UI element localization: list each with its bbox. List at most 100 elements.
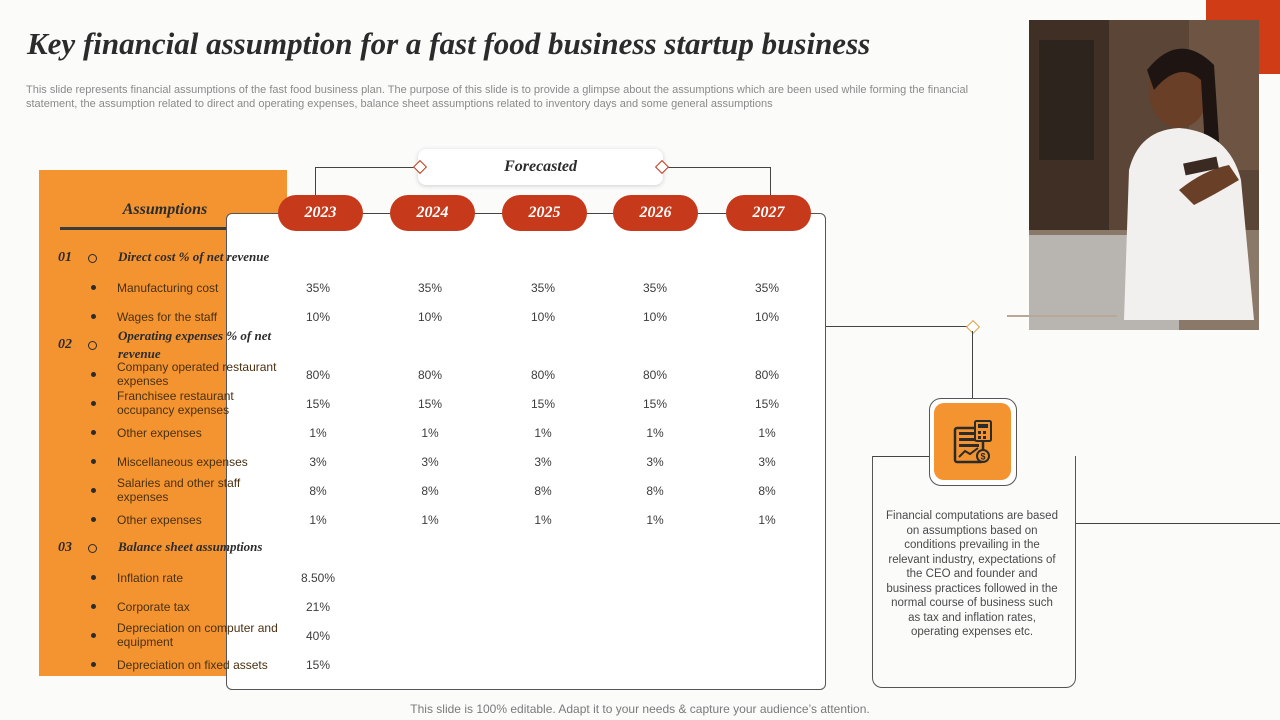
row-value: 1% — [309, 426, 327, 440]
bullet-icon — [91, 575, 96, 580]
note-frame — [872, 456, 1076, 688]
row-value: 15% — [417, 397, 443, 411]
row-value: 10% — [642, 310, 668, 324]
row-value: 1% — [534, 513, 552, 527]
connector-line — [1075, 523, 1280, 524]
row-value: 1% — [421, 426, 439, 440]
bullet-icon — [91, 604, 96, 609]
row-label: Other expenses — [117, 513, 202, 527]
row-value: 8% — [758, 484, 776, 498]
row-value: 15% — [305, 658, 331, 672]
row-value: 80% — [305, 368, 331, 382]
row-label: Depreciation on fixed assets — [117, 658, 268, 672]
year-connector — [586, 213, 616, 214]
year-connector — [362, 213, 392, 214]
row-value: 3% — [758, 455, 776, 469]
row-value: 8.50% — [300, 571, 336, 585]
row-label: Corporate tax — [117, 600, 190, 614]
section-circle-icon — [88, 254, 97, 263]
forecasted-label: Forecasted — [418, 149, 663, 185]
row-label: Miscellaneous expenses — [117, 455, 248, 469]
row-value: 10% — [417, 310, 443, 324]
row-value: 1% — [646, 426, 664, 440]
year-pill-2023: 2023 — [278, 195, 363, 231]
row-value: 1% — [758, 426, 776, 440]
bullet-icon — [91, 517, 96, 522]
section-number: 02 — [58, 337, 72, 352]
bullet-icon — [91, 488, 96, 493]
row-value: 10% — [530, 310, 556, 324]
row-value: 80% — [417, 368, 443, 382]
section-circle-icon — [88, 544, 97, 553]
assumptions-heading: Assumptions — [122, 201, 208, 218]
row-label: Wages for the staff — [117, 310, 218, 324]
bullet-icon — [91, 633, 96, 638]
row-label: Company operated restaurant expenses — [117, 360, 277, 388]
row-value: 80% — [642, 368, 668, 382]
diamond-marker — [965, 319, 981, 335]
row-label: Depreciation on computer and equipment — [117, 621, 278, 649]
row-value: 8% — [646, 484, 664, 498]
row-value: 8% — [534, 484, 552, 498]
assumptions-underline — [60, 227, 270, 230]
row-value: 35% — [642, 281, 668, 295]
svg-text:$: $ — [980, 451, 985, 461]
forecast-bracket-left-h — [315, 167, 420, 168]
row-value: 80% — [530, 368, 556, 382]
row-value: 3% — [309, 455, 327, 469]
row-value: 21% — [305, 600, 331, 614]
row-value: 40% — [305, 629, 331, 643]
row-value: 35% — [530, 281, 556, 295]
photo-accent-line — [1007, 315, 1117, 317]
footer-note: This slide is 100% editable. Adapt it to… — [410, 702, 870, 716]
row-value: 1% — [534, 426, 552, 440]
forecast-bracket-left — [315, 167, 316, 195]
forecast-bracket-right-h — [662, 167, 770, 168]
row-value: 15% — [754, 397, 780, 411]
note-text: Financial computations are based on assu… — [886, 510, 1058, 638]
row-value: 10% — [754, 310, 780, 324]
row-value: 15% — [530, 397, 556, 411]
section-number: 03 — [58, 540, 72, 555]
bullet-icon — [91, 459, 96, 464]
connector-line — [872, 456, 929, 457]
section-circle-icon — [88, 341, 97, 350]
row-label: Inflation rate — [117, 571, 184, 585]
slide-description: This slide represents financial assumpti… — [26, 84, 969, 110]
row-value: 1% — [758, 513, 776, 527]
row-value: 3% — [646, 455, 664, 469]
year-pill-2026: 2026 — [613, 195, 698, 231]
slide-title: Key financial assumption for a fast food… — [27, 26, 871, 61]
row-label: Salaries and other staff expenses — [117, 476, 241, 504]
row-value: 3% — [421, 455, 439, 469]
woman-with-card-photo — [1029, 20, 1259, 330]
section-title: Direct cost % of net revenue — [118, 249, 270, 264]
row-value: 35% — [305, 281, 331, 295]
year-pill-2025: 2025 — [502, 195, 587, 231]
bullet-icon — [91, 430, 96, 435]
row-value: 3% — [534, 455, 552, 469]
row-value: 15% — [305, 397, 331, 411]
row-value: 35% — [754, 281, 780, 295]
year-pill-2027: 2027 — [726, 195, 811, 231]
year-pill-2024: 2024 — [390, 195, 475, 231]
row-value: 35% — [417, 281, 443, 295]
row-value: 80% — [754, 368, 780, 382]
row-value: 8% — [421, 484, 439, 498]
connector-line — [826, 326, 972, 327]
row-value: 15% — [642, 397, 668, 411]
financial-calculator-icon: $ — [934, 403, 1011, 480]
section-number: 01 — [58, 250, 72, 265]
bullet-icon — [91, 314, 96, 319]
year-connector — [474, 213, 504, 214]
connector-line — [972, 331, 973, 398]
section-title: Balance sheet assumptions — [118, 539, 263, 554]
row-label: Other expenses — [117, 426, 202, 440]
section-title: Operating expenses % of net revenue — [118, 328, 272, 361]
row-value: 8% — [309, 484, 327, 498]
row-value: 1% — [646, 513, 664, 527]
forecast-bracket-right — [770, 167, 771, 195]
row-label: Franchisee restaurant occupancy expenses — [117, 389, 234, 417]
row-label: Manufacturing cost — [117, 281, 219, 295]
row-value: 10% — [305, 310, 331, 324]
